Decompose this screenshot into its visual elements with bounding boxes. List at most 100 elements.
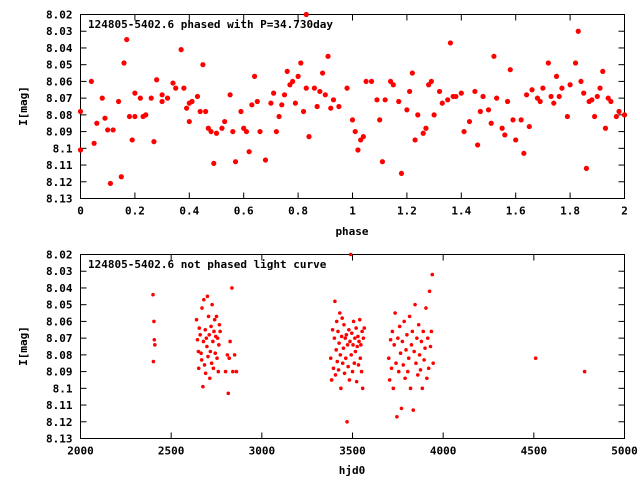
data-point	[322, 92, 328, 98]
data-point	[94, 120, 100, 126]
y-tick-label: 8.11	[46, 159, 73, 172]
data-point	[200, 62, 206, 68]
data-point	[583, 165, 590, 171]
data-point	[254, 98, 260, 105]
data-point	[273, 128, 279, 135]
data-point	[339, 334, 344, 339]
y-tick-label: 8.07	[46, 92, 73, 105]
data-point	[333, 373, 338, 377]
y-tick-label: 8.1	[53, 382, 73, 395]
x-ticks: 0 0.2 0.4 0.6 0.8 1 1.2 1.4 1.6 1.8 2	[77, 14, 628, 218]
data-point	[597, 85, 603, 91]
data-point	[186, 118, 192, 125]
data-point	[411, 408, 416, 412]
data-point	[572, 60, 579, 66]
data-point	[222, 118, 228, 125]
data-point	[377, 117, 383, 123]
data-point	[362, 326, 367, 330]
data-point	[379, 159, 386, 165]
data-point	[228, 339, 232, 344]
data-point	[227, 356, 231, 361]
y-axis-label: I[mag]	[17, 86, 30, 126]
data-point	[197, 326, 202, 330]
data-point	[417, 353, 422, 357]
data-point	[589, 97, 595, 103]
data-point	[600, 68, 606, 74]
x-tick-label: 2000	[67, 445, 94, 458]
data-point	[152, 319, 156, 324]
y-tick-label: 8.07	[46, 332, 73, 345]
data-point	[202, 363, 207, 367]
data-point	[409, 70, 415, 76]
data-point	[203, 327, 208, 332]
data-point	[499, 125, 505, 131]
data-point	[118, 174, 124, 180]
data-point	[537, 98, 543, 105]
data-point	[368, 78, 375, 85]
data-point	[427, 289, 432, 294]
data-point	[216, 369, 221, 374]
data-point	[412, 349, 416, 354]
y-tick-label: 8.11	[46, 399, 73, 412]
data-point	[249, 102, 255, 108]
data-point	[205, 344, 209, 349]
data-point	[132, 113, 138, 120]
data-point	[347, 378, 352, 382]
data-point	[281, 92, 288, 98]
data-point	[407, 88, 413, 95]
data-point	[480, 93, 486, 100]
data-point	[488, 120, 494, 126]
data-point	[331, 366, 336, 371]
data-point	[523, 92, 530, 98]
data-point	[559, 85, 565, 91]
data-point	[262, 157, 269, 163]
data-point	[475, 142, 481, 148]
data-point	[510, 117, 516, 123]
data-point	[390, 82, 396, 88]
data-point	[129, 137, 135, 143]
data-point	[230, 286, 234, 290]
data-point	[209, 361, 214, 366]
data-point	[352, 128, 358, 135]
data-point	[349, 353, 354, 357]
data-point	[238, 108, 244, 115]
data-point	[303, 11, 309, 18]
data-point	[351, 319, 356, 324]
data-point	[99, 95, 105, 101]
data-point	[223, 369, 228, 374]
data-point	[529, 87, 535, 93]
data-point	[170, 80, 176, 86]
data-point	[545, 60, 551, 66]
data-point	[151, 292, 155, 297]
data-point	[107, 180, 114, 187]
data-point	[423, 125, 429, 131]
data-point	[445, 97, 451, 103]
data-point	[204, 336, 209, 340]
data-point	[246, 149, 252, 155]
y-tick-label: 8.12	[46, 416, 73, 429]
data-point	[347, 327, 351, 332]
data-point	[202, 297, 206, 302]
data-point	[429, 329, 434, 334]
data-point	[425, 376, 429, 381]
data-points	[151, 252, 587, 424]
data-point	[353, 349, 358, 354]
chart-title: 124805-5402.6 not phased light curve	[88, 258, 327, 271]
data-point	[578, 78, 584, 85]
data-point	[396, 98, 402, 105]
data-point	[422, 358, 426, 362]
data-point	[428, 78, 434, 85]
data-point	[334, 348, 338, 352]
y-axis-label: I[mag]	[17, 326, 30, 366]
data-point	[132, 90, 138, 96]
data-point	[341, 346, 346, 350]
data-point	[330, 97, 337, 103]
x-tick-label: 2	[621, 205, 628, 218]
data-point	[399, 406, 404, 411]
data-point	[173, 85, 179, 91]
data-point	[284, 68, 290, 74]
data-point	[271, 90, 277, 96]
data-point	[77, 108, 84, 115]
data-point	[203, 108, 209, 115]
